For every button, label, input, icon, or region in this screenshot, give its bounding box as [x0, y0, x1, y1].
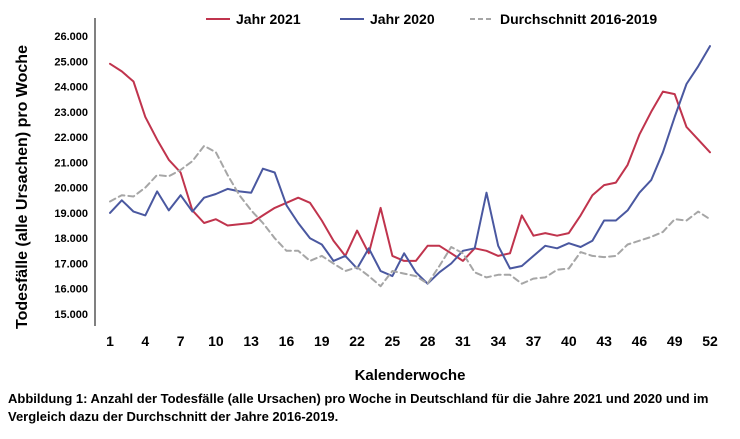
chart-series [109, 45, 711, 288]
y-axis-ticks: 15.000 16.000 17.000 18.000 19.000 20.000 21.0… [54, 31, 88, 321]
x-tick-label: 43 [596, 333, 612, 349]
figure-caption: Abbildung 1: Anzahl der Todesfälle (alle… [8, 391, 709, 424]
y-tick-label: 16.000 [54, 284, 88, 296]
y-tick-label: 18.000 [54, 233, 88, 245]
x-tick-label: 25 [385, 333, 401, 349]
y-tick-label: 15.000 [54, 309, 88, 321]
series-line-2 [109, 45, 711, 285]
x-tick-label: 52 [702, 333, 718, 349]
x-tick-label: 46 [632, 333, 648, 349]
x-tick-label: 31 [455, 333, 471, 349]
y-tick-label: 21.000 [54, 157, 88, 169]
x-tick-label: 37 [526, 333, 542, 349]
x-tick-label: 28 [420, 333, 436, 349]
x-tick-label: 4 [141, 333, 149, 349]
series-line-1 [109, 62, 711, 262]
x-tick-label: 40 [561, 333, 577, 349]
y-axis-label: Todesfälle (alle Ursachen) pro Woche [14, 45, 31, 329]
x-tick-label: 10 [208, 333, 224, 349]
y-tick-label: 19.000 [54, 208, 88, 220]
y-tick-label: 23.000 [54, 107, 88, 119]
x-tick-label: 7 [177, 333, 185, 349]
x-tick-label: 22 [349, 333, 365, 349]
x-tick-label: 34 [490, 333, 506, 349]
y-tick-label: 20.000 [54, 183, 88, 195]
x-tick-label: 1 [106, 333, 114, 349]
series-line-3 [109, 144, 711, 288]
x-axis-label: Kalenderwoche [355, 367, 466, 384]
y-tick-label: 22.000 [54, 132, 88, 144]
x-tick-label: 16 [279, 333, 295, 349]
x-tick-label: 19 [314, 333, 330, 349]
legend-label: Jahr 2020 [370, 11, 435, 27]
y-tick-label: 25.000 [54, 56, 88, 68]
x-axis-ticks: 1 4 7 10 13 16 19 22 25 28 31 34 37 40 43 46 49 52 [106, 333, 718, 349]
legend-label: Durchschnitt 2016-2019 [500, 11, 657, 27]
chart-legend: Jahr 2021 Jahr 2020 Durchschnitt 2016-2019 [206, 11, 657, 27]
legend-label: Jahr 2021 [236, 11, 301, 27]
x-tick-label: 13 [243, 333, 259, 349]
y-tick-label: 26.000 [54, 31, 88, 43]
y-tick-label: 24.000 [54, 82, 88, 94]
x-tick-label: 49 [667, 333, 683, 349]
y-tick-label: 17.000 [54, 258, 88, 270]
